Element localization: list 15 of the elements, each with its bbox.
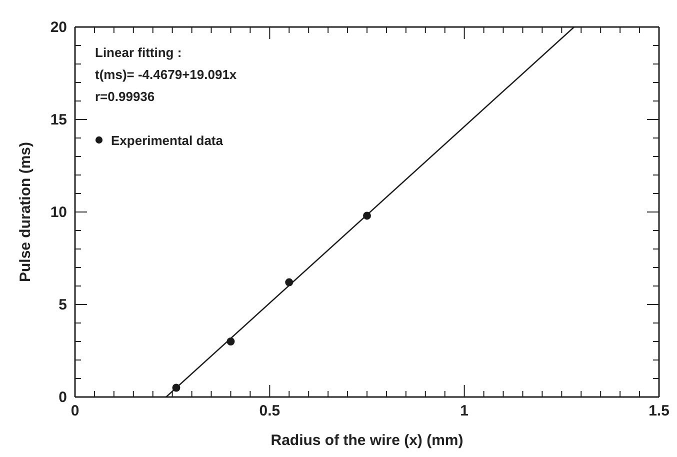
y-tick-label: 15 <box>50 111 67 128</box>
x-tick-label: 0.5 <box>259 402 280 420</box>
x-axis-title: Radius of the wire (x) (mm) <box>270 432 464 449</box>
x-tick-label: 1.5 <box>648 402 670 420</box>
y-tick-label: 5 <box>58 296 67 314</box>
y-tick-label: 10 <box>50 204 67 221</box>
y-tick-label: 20 <box>50 18 67 36</box>
y-axis-title: Pulse duration (ms) <box>17 142 34 282</box>
annotation: t(ms)= -4.4679+19.091x <box>95 67 238 82</box>
x-tick-label: 1 <box>460 402 469 420</box>
annotation: Linear fitting : <box>95 45 182 60</box>
y-tick-label: 0 <box>58 388 67 406</box>
x-tick-label: 0 <box>70 402 80 420</box>
annotation: r=0.99936 <box>95 89 155 104</box>
legend-label: Experimental data <box>111 133 224 148</box>
